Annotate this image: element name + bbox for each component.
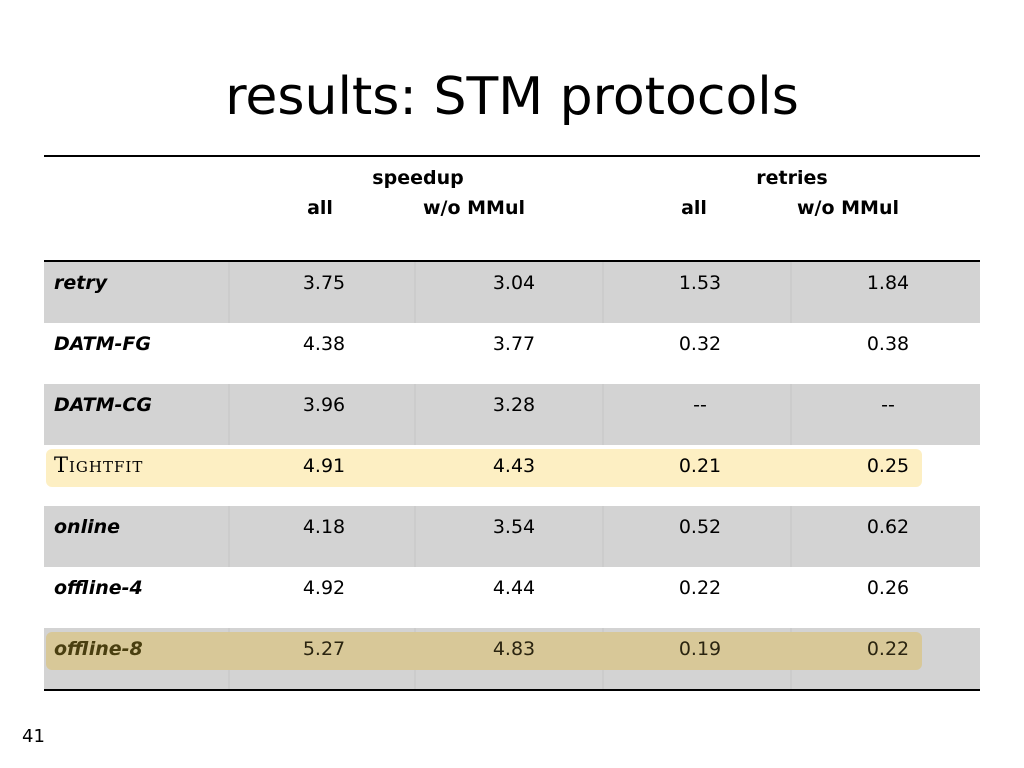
table-row: retry 3.75 3.04 1.53 1.84	[44, 262, 980, 323]
cell-divider	[228, 506, 230, 567]
table-cell: 4.83	[492, 638, 536, 660]
table-cell: 1.53	[678, 272, 722, 294]
table-cell: 0.32	[678, 333, 722, 355]
table-bottom-rule	[44, 689, 980, 691]
row-label: Tightfit	[54, 453, 144, 477]
row-label: DATM-FG	[54, 333, 151, 355]
table-cell: --	[693, 394, 707, 416]
row-label: online	[54, 516, 121, 538]
table-cell: 0.26	[866, 577, 910, 599]
header-retries-wo-mmul: w/o MMul	[796, 197, 899, 219]
table-cell: 0.22	[678, 577, 722, 599]
row-label: retry	[54, 272, 108, 294]
row-label: offline-8	[54, 638, 143, 660]
table-row: offline-4 4.92 4.44 0.22 0.26	[44, 567, 980, 628]
table-header-rule	[44, 260, 980, 262]
table-top-rule	[44, 155, 980, 157]
cell-divider	[414, 384, 416, 445]
table-cell: 3.28	[492, 394, 536, 416]
table-cell: 0.22	[866, 638, 910, 660]
table-cell: 4.91	[302, 455, 346, 477]
row-label: DATM-CG	[54, 394, 152, 416]
cell-divider	[414, 262, 416, 323]
row-label: offline-4	[54, 577, 143, 599]
header-group-retries: retries	[756, 167, 828, 189]
table-cell: 4.92	[302, 577, 346, 599]
table-cell: 3.04	[492, 272, 536, 294]
table-cell: 4.18	[302, 516, 346, 538]
table-row: Tightfit 4.91 4.43 0.21 0.25	[44, 445, 980, 506]
row-highlight	[46, 632, 922, 670]
table-row: online 4.18 3.54 0.52 0.62	[44, 506, 980, 567]
cell-divider	[228, 262, 230, 323]
table-cell: 0.19	[678, 638, 722, 660]
table-cell: 3.77	[492, 333, 536, 355]
header-speedup-wo-mmul: w/o MMul	[422, 197, 525, 219]
cell-divider	[602, 384, 604, 445]
table-cell: 3.75	[302, 272, 346, 294]
table-cell: 3.96	[302, 394, 346, 416]
table-row: DATM-FG 4.38 3.77 0.32 0.38	[44, 323, 980, 384]
table-cell: --	[881, 394, 895, 416]
table-cell: 4.44	[492, 577, 536, 599]
table-cell: 0.21	[678, 455, 722, 477]
cell-divider	[790, 384, 792, 445]
table-cell: 0.38	[866, 333, 910, 355]
table-cell: 3.54	[492, 516, 536, 538]
cell-divider	[790, 506, 792, 567]
row-highlight	[46, 449, 922, 487]
table-row: DATM-CG 3.96 3.28 -- --	[44, 384, 980, 445]
table-cell: 5.27	[302, 638, 346, 660]
table-cell: 1.84	[866, 272, 910, 294]
header-speedup-all: all	[307, 197, 333, 219]
table-cell: 4.38	[302, 333, 346, 355]
slide-title: results: STM protocols	[225, 67, 799, 127]
cell-divider	[414, 506, 416, 567]
cell-divider	[228, 384, 230, 445]
cell-divider	[602, 262, 604, 323]
header-retries-all: all	[681, 197, 707, 219]
page-number: 41	[22, 726, 45, 747]
table-cell: 0.52	[678, 516, 722, 538]
cell-divider	[602, 506, 604, 567]
cell-divider	[790, 262, 792, 323]
table-row: offline-8 5.27 4.83 0.19 0.22	[44, 628, 980, 689]
table-cell: 4.43	[492, 455, 536, 477]
table-cell: 0.25	[866, 455, 910, 477]
header-group-speedup: speedup	[372, 167, 464, 189]
table-cell: 0.62	[866, 516, 910, 538]
